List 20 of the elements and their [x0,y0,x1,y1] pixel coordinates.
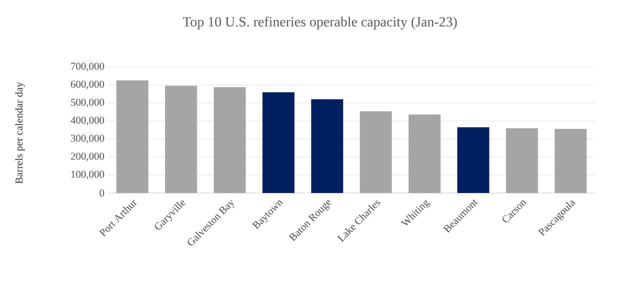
y-tick-label: 0 [100,189,104,197]
y-tick-label: 600,000 [70,80,104,90]
y-tick-label: 700,000 [71,62,104,72]
bar [311,99,344,193]
y-tick-label: 300,000 [70,134,104,144]
y-tick-label: 100,000 [71,170,104,180]
y-tick-label: 500,000 [71,98,104,108]
bar [506,128,538,193]
y-tick-label: 400,000 [70,116,104,126]
bar [165,86,198,193]
bar [554,128,587,193]
bar [457,127,490,193]
bar [116,80,148,193]
bar [408,114,441,193]
bar [262,92,294,193]
y-tick-label: 200,000 [70,152,104,162]
chart-title: Top 10 U.S. refineries operable capacity (Jan-23) [182,16,457,30]
y-axis-title: Barrels per calendar day [15,82,25,184]
bar [214,87,246,193]
bar [360,111,392,193]
